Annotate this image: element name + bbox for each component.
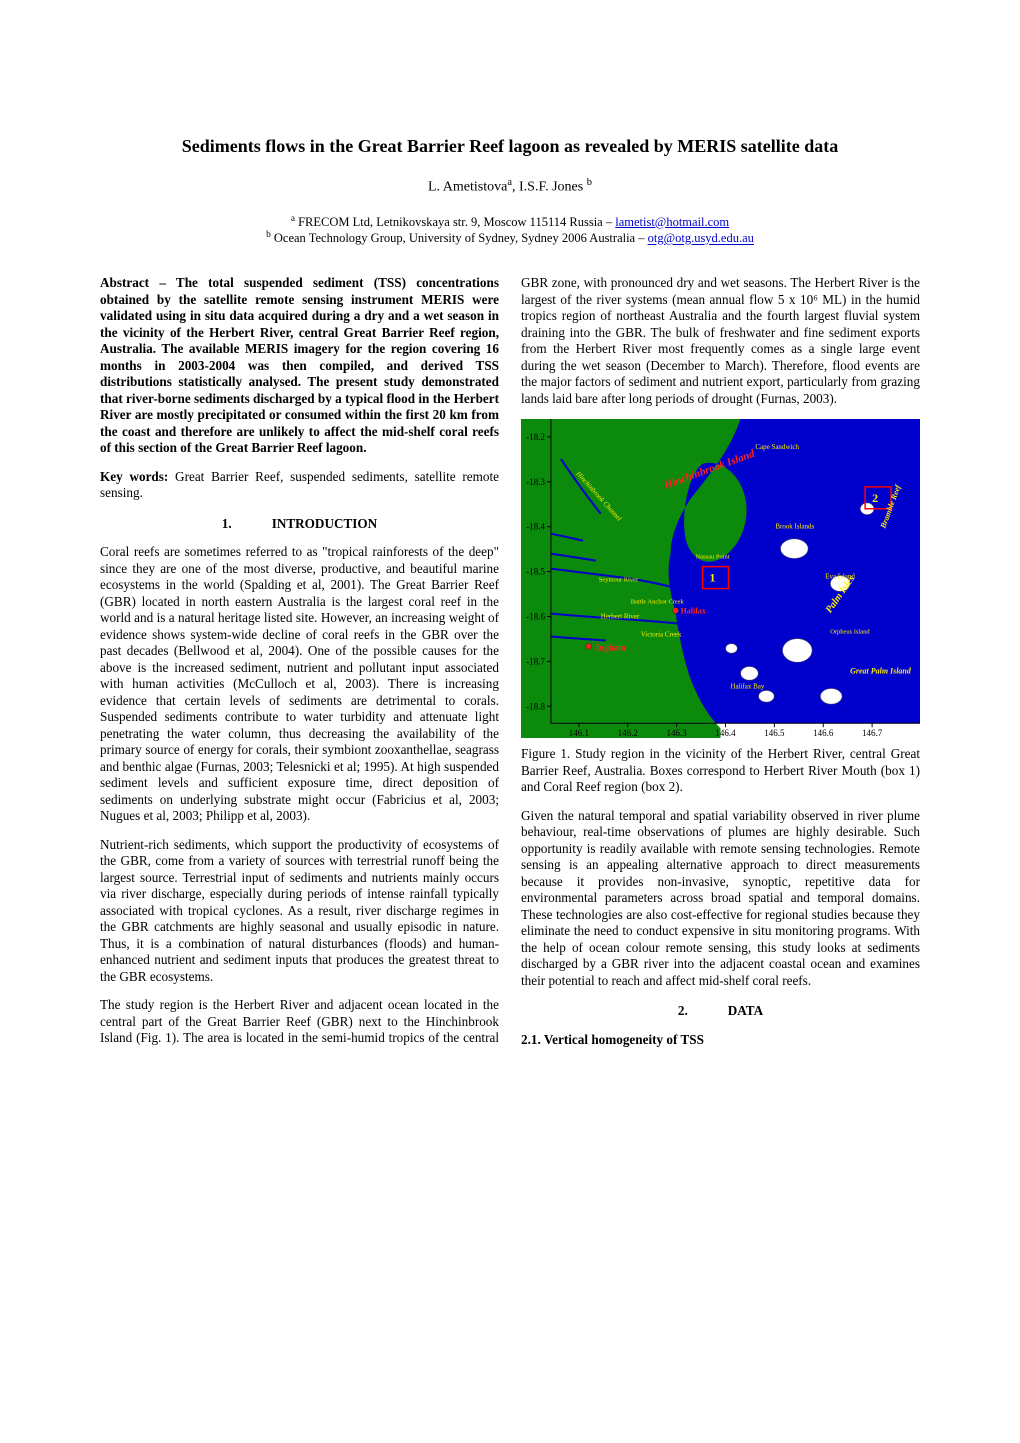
author-2-sup: b (587, 177, 592, 188)
svg-text:-18.4: -18.4 (526, 522, 545, 532)
author-1: L. Ametistova (428, 179, 507, 194)
affiliation-b: b Ocean Technology Group, University of … (100, 230, 920, 247)
author-sep: , I.S.F. Jones (512, 179, 587, 194)
svg-text:146.3: 146.3 (667, 728, 688, 738)
svg-text:-18.7: -18.7 (526, 657, 545, 667)
svg-text:Cape Sandwich: Cape Sandwich (755, 443, 799, 451)
svg-text:Battle Anchor Creek: Battle Anchor Creek (631, 599, 685, 606)
body-columns: Abstract – The total suspended sediment … (100, 275, 920, 1048)
svg-text:146.7: 146.7 (862, 728, 883, 738)
authors-line: L. Ametistovaa, I.S.F. Jones b (100, 176, 920, 196)
affiliation-a: a FRECOM Ltd, Letnikovskaya str. 9, Mosc… (100, 214, 920, 231)
svg-text:Brook Islands: Brook Islands (775, 523, 814, 531)
svg-text:Orpheus Island: Orpheus Island (830, 629, 870, 636)
paper-title: Sediments flows in the Great Barrier Ree… (100, 135, 920, 158)
affil-a-email[interactable]: lametist@hotmail.com (615, 215, 729, 229)
svg-text:Victoria Creek: Victoria Creek (641, 631, 682, 639)
svg-text:146.5: 146.5 (764, 728, 785, 738)
affil-b-text: Ocean Technology Group, University of Sy… (271, 232, 648, 246)
svg-text:-18.5: -18.5 (526, 567, 545, 577)
affiliations-block: a FRECOM Ltd, Letnikovskaya str. 9, Mosc… (100, 214, 920, 248)
svg-text:-18.3: -18.3 (526, 477, 545, 487)
svg-text:146.2: 146.2 (618, 728, 638, 738)
section-2-heading: 2. DATA (521, 1003, 920, 1020)
svg-text:146.1: 146.1 (569, 728, 589, 738)
affil-b-email[interactable]: otg@otg.usyd.edu.au (648, 232, 754, 246)
section-1-num: 1. (222, 516, 232, 533)
svg-text:2: 2 (872, 491, 878, 505)
svg-text:Nassau Point: Nassau Point (696, 554, 730, 561)
figure-1: 12 Hinchinbrook IslandCape SandwichBramb… (521, 419, 920, 796)
svg-text:146.4: 146.4 (715, 728, 736, 738)
affil-a-text: FRECOM Ltd, Letnikovskaya str. 9, Moscow… (295, 215, 615, 229)
section-1-heading: 1. INTRODUCTION (100, 516, 499, 533)
svg-text:Herbert River: Herbert River (601, 613, 640, 621)
intro-p2: Nutrient-rich sediments, which support t… (100, 837, 499, 986)
svg-text:-18.2: -18.2 (526, 432, 545, 442)
svg-text:146.6: 146.6 (813, 728, 834, 738)
figure-1-caption: Figure 1. Study region in the vicinity o… (521, 746, 920, 796)
svg-text:Seymour River: Seymour River (599, 577, 639, 584)
svg-text:Halifax Bay: Halifax Bay (730, 683, 764, 691)
keywords-label: Key words: (100, 469, 168, 484)
section-2-title: DATA (728, 1003, 763, 1018)
intro-p4: Given the natural temporal and spatial v… (521, 808, 920, 990)
svg-text:-18.6: -18.6 (526, 612, 545, 622)
svg-text:Great Palm Island: Great Palm Island (850, 667, 912, 676)
subsection-2-1-heading: 2.1. Vertical homogeneity of TSS (521, 1032, 920, 1049)
intro-p1: Coral reefs are sometimes referred to as… (100, 544, 499, 825)
figure-1-map: 12 Hinchinbrook IslandCape SandwichBramb… (521, 419, 920, 738)
svg-text:Halifax: Halifax (681, 607, 706, 616)
abstract-paragraph: Abstract – The total suspended sediment … (100, 275, 499, 457)
svg-text:1: 1 (710, 571, 716, 585)
section-1-title: INTRODUCTION (272, 516, 378, 531)
keywords-paragraph: Key words: Great Barrier Reef, suspended… (100, 469, 499, 502)
svg-text:-18.8: -18.8 (526, 701, 545, 711)
svg-text:Ingham: Ingham (596, 643, 626, 653)
abstract-text: The total suspended sediment (TSS) conce… (100, 275, 499, 455)
section-2-num: 2. (678, 1003, 688, 1020)
abstract-label: Abstract – (100, 275, 176, 290)
svg-text:Eva Island: Eva Island (825, 573, 855, 581)
